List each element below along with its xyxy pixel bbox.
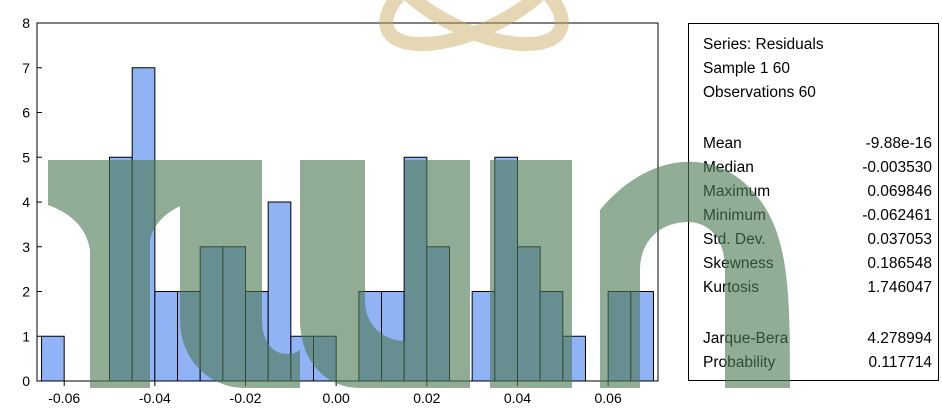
histogram-bar xyxy=(562,335,586,382)
histogram-bar xyxy=(358,291,382,382)
series-label: Series: Residuals xyxy=(703,36,824,53)
y-tick-label: 6 xyxy=(22,105,30,121)
histogram-bar xyxy=(222,246,247,382)
observations-label: Observations 60 xyxy=(703,84,816,101)
x-tick-label: 0.04 xyxy=(504,390,531,406)
stat-name: Std. Dev. xyxy=(703,231,766,248)
y-axis: 0 1 2 3 4 5 6 7 8 xyxy=(22,15,42,389)
histogram-bar xyxy=(313,335,337,382)
descriptive-statistics-panel: Series: Residuals Sample 1 60 Observatio… xyxy=(688,23,939,381)
stat-value: 4.278994 xyxy=(867,330,932,347)
stat-name: Kurtosis xyxy=(703,279,759,296)
histogram-bar xyxy=(290,335,315,382)
histogram-bar xyxy=(426,246,450,382)
sample-label: Sample 1 60 xyxy=(703,60,791,77)
stat-value: -0.062461 xyxy=(862,207,932,224)
histogram-bar xyxy=(607,291,632,382)
y-tick-label: 3 xyxy=(22,239,30,255)
histogram-bar xyxy=(267,201,292,382)
y-tick-label: 4 xyxy=(22,194,30,210)
stat-name: Maximum xyxy=(703,183,771,200)
stat-name: Jarque-Bera xyxy=(703,330,789,347)
histogram-bar xyxy=(245,291,269,382)
x-tick-label: 0.00 xyxy=(323,390,350,406)
stat-name: Median xyxy=(703,159,754,176)
y-tick-label: 2 xyxy=(22,284,30,300)
histogram-bar xyxy=(199,246,224,382)
histogram-bar xyxy=(403,156,428,382)
stat-name: Minimum xyxy=(703,207,766,224)
histogram-bars xyxy=(41,67,654,382)
histogram-bar xyxy=(41,335,65,382)
histogram-bar xyxy=(630,291,654,382)
histogram-bar xyxy=(516,246,541,382)
stat-value: 0.186548 xyxy=(867,255,932,272)
stat-value: 0.117714 xyxy=(868,354,933,371)
stat-value: -9.88e-16 xyxy=(865,135,932,152)
y-tick-label: 8 xyxy=(22,15,30,31)
stat-value: -0.003530 xyxy=(862,159,932,176)
x-tick-label: -0.04 xyxy=(139,390,171,406)
x-tick-label: 0.06 xyxy=(595,390,622,406)
histogram-bar xyxy=(131,67,156,382)
y-tick-label: 1 xyxy=(22,328,30,344)
histogram-bar xyxy=(471,291,496,382)
stat-value: 0.069846 xyxy=(867,183,932,200)
histogram-bar xyxy=(494,156,518,382)
x-tick-label: -0.02 xyxy=(230,390,262,406)
stat-name: Probability xyxy=(703,354,776,371)
histogram-bar xyxy=(154,291,179,382)
y-tick-label: 0 xyxy=(22,373,30,389)
x-tick-label: 0.02 xyxy=(413,390,440,406)
histogram-bar xyxy=(539,291,564,382)
stat-name: Mean xyxy=(703,135,742,152)
histogram-bar xyxy=(380,291,405,382)
y-tick-label: 7 xyxy=(22,60,30,76)
histogram-bar xyxy=(109,156,133,382)
x-tick-label: -0.06 xyxy=(48,390,80,406)
stat-value: 1.746047 xyxy=(867,279,932,296)
stat-name: Skewness xyxy=(703,255,774,272)
histogram-bar xyxy=(177,291,201,382)
y-tick-label: 5 xyxy=(22,149,30,165)
stat-value: 0.037053 xyxy=(867,231,932,248)
x-axis: -0.06 -0.04 -0.02 0.00 0.02 0.04 0.06 xyxy=(48,381,622,406)
